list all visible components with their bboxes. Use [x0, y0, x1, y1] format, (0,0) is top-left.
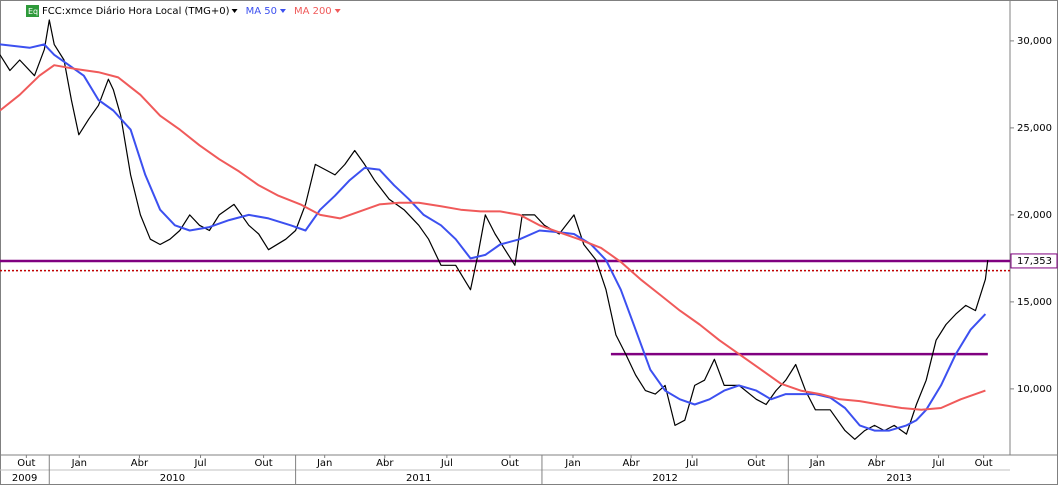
- price-line: [0, 19, 989, 440]
- legend-arrow: [279, 9, 286, 13]
- x-tick-label: Jul: [685, 458, 698, 469]
- x-tick-label: Jan: [316, 458, 332, 469]
- x-tick-label: Jul: [193, 458, 206, 469]
- x-tick-label: Abr: [868, 458, 886, 469]
- legend-label: MA 200: [294, 6, 332, 17]
- legend-title: FCC:xmce Diário Hora Local (TMG+0): [42, 5, 230, 17]
- x-tick-label: Out: [501, 458, 519, 469]
- level-label: 17,353: [1017, 256, 1052, 267]
- legend-icon-label: Eq: [28, 7, 38, 16]
- x-tick-label: Jul: [440, 458, 453, 469]
- y-tick-label: 25,000: [1017, 123, 1052, 134]
- year-label: 2009: [12, 473, 37, 484]
- ma-line: [0, 43, 987, 432]
- x-tick-label: Jul: [932, 458, 945, 469]
- x-tick-label: Jan: [564, 458, 580, 469]
- year-label: 2011: [406, 473, 431, 484]
- level-label-box: [1010, 253, 1058, 269]
- x-tick-label: Jan: [809, 458, 825, 469]
- year-label: 2013: [886, 473, 911, 484]
- legend-icon: [26, 5, 39, 17]
- legend-arrow: [231, 9, 238, 13]
- x-tick-label: Abr: [622, 458, 640, 469]
- x-tick-label: Abr: [376, 458, 394, 469]
- x-tick-label: Out: [255, 458, 273, 469]
- year-label: 2010: [160, 473, 185, 484]
- y-tick-label: 20,000: [1017, 210, 1052, 221]
- ma-line: [0, 64, 986, 411]
- x-tick-label: Out: [747, 458, 765, 469]
- y-tick-label: 10,000: [1017, 384, 1052, 395]
- legend: Eq FCC:xmce Diário Hora Local (TMG+0) MA…: [26, 5, 341, 17]
- year-label: 2012: [652, 473, 677, 484]
- y-tick-label: 30,000: [1017, 36, 1052, 47]
- x-tick-label: Jan: [71, 458, 87, 469]
- y-tick-label: 15,000: [1017, 297, 1052, 308]
- x-tick-label: Out: [17, 458, 35, 469]
- legend-label: MA 50: [246, 6, 277, 17]
- x-tick-label: Abr: [131, 458, 149, 469]
- legend-arrow: [334, 9, 341, 13]
- x-tick-label: Out: [975, 458, 993, 469]
